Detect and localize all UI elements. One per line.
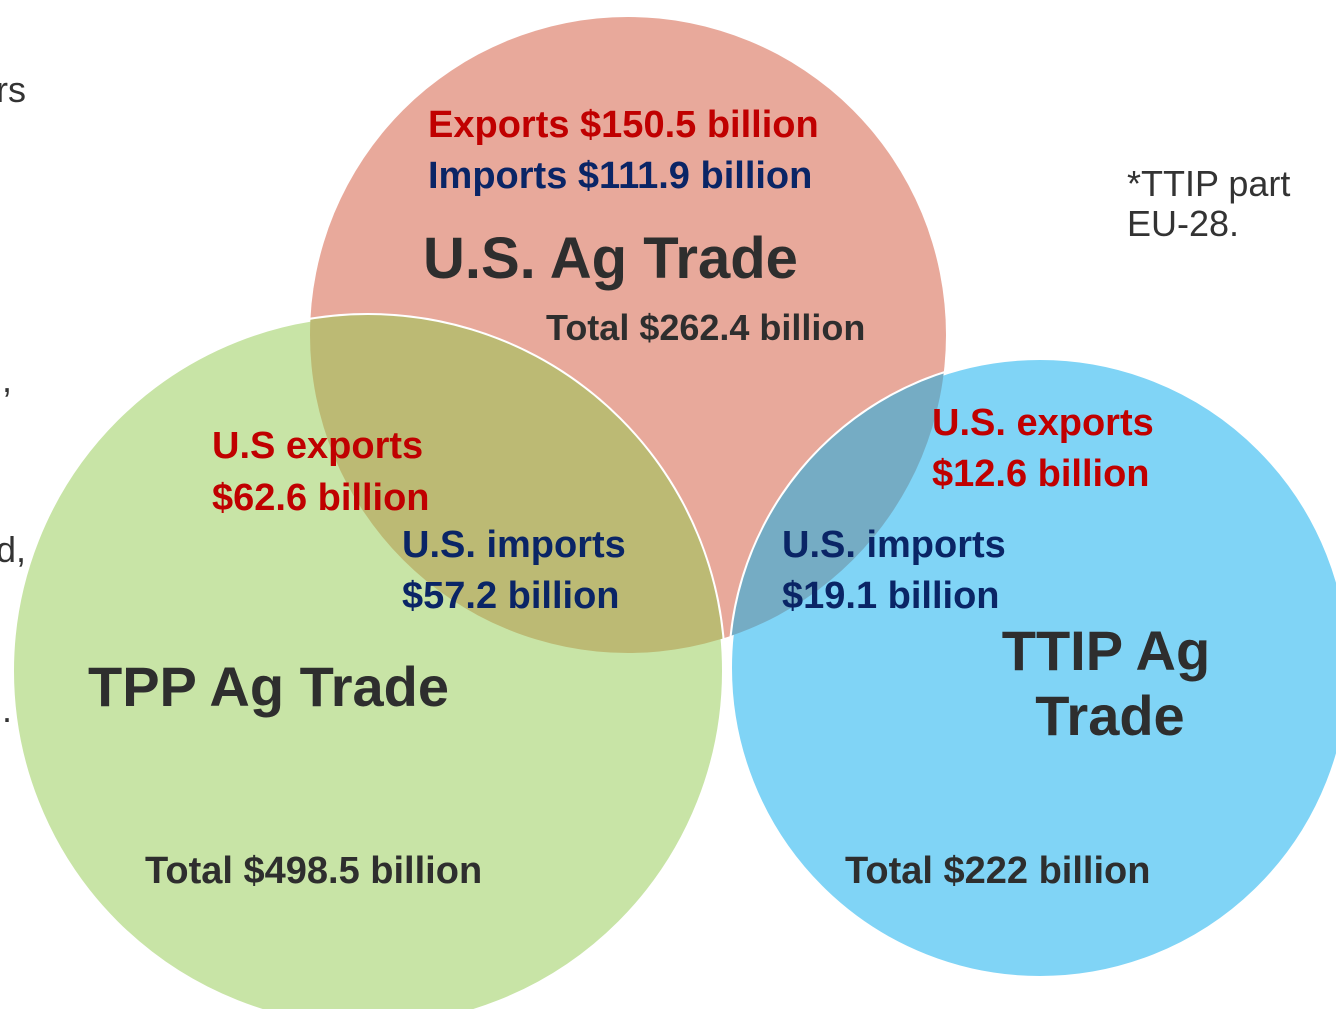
total: Total $222 billion <box>845 850 1150 892</box>
fragment: rs <box>0 69 26 110</box>
us-ttip-overlap <box>730 358 946 653</box>
overlap-exports: $62.6 billion <box>212 477 430 519</box>
fragment: d, <box>0 529 26 570</box>
overlap-imports: $57.2 billion <box>402 575 620 617</box>
total: Total $498.5 billion <box>145 850 482 892</box>
overlap-exports: $12.6 billion <box>932 453 1150 495</box>
imports: Imports $111.9 billion <box>428 155 812 197</box>
fragment: , <box>2 359 12 400</box>
note: *TTIP part <box>1127 163 1290 204</box>
side-fragments: rs , d, . <box>0 69 26 730</box>
exports: Exports $150.5 billion <box>428 104 819 146</box>
circle-label: Trade <box>1035 684 1184 747</box>
overlap-imports: $19.1 billion <box>782 575 1000 617</box>
overlap-imports: U.S. imports <box>782 524 1006 566</box>
note: EU-28. <box>1127 203 1239 244</box>
overlap-imports: U.S. imports <box>402 524 626 566</box>
total: Total $262.4 billion <box>546 307 865 348</box>
circle-label: U.S. Ag Trade <box>423 226 798 291</box>
circle-label: TTIP Ag <box>1002 619 1210 682</box>
overlap-exports: U.S. exports <box>932 402 1154 444</box>
circle-label: TPP Ag Trade <box>88 655 449 718</box>
overlap-exports: U.S exports <box>212 425 423 467</box>
fragment: . <box>2 689 12 730</box>
